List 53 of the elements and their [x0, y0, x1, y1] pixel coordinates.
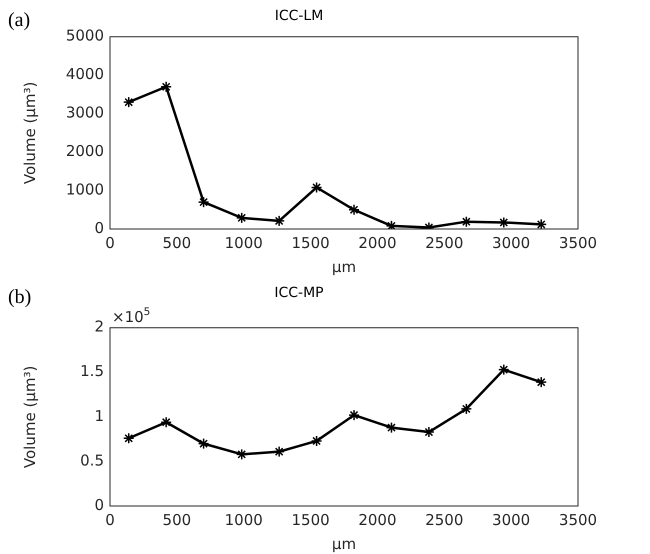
- point: [535, 376, 547, 388]
- point: [535, 218, 547, 229]
- x-tick-label: 1500: [291, 510, 330, 529]
- y-tick-label: 1: [94, 406, 104, 425]
- y-tick-label: 0.5: [80, 451, 104, 470]
- point: [273, 446, 285, 458]
- y-tick-label: 0: [94, 218, 104, 237]
- x-axis-title: μm: [332, 534, 356, 553]
- point: [160, 81, 172, 93]
- text: (b): [8, 286, 32, 308]
- y-tick-label: 3000: [66, 104, 104, 122]
- point: [348, 409, 360, 421]
- x-tick-label: 1500: [291, 234, 330, 252]
- text: (a): [8, 9, 30, 31]
- point: [498, 364, 510, 376]
- y-tick-label: 4000: [66, 65, 104, 84]
- y-tick-label: 5000: [66, 26, 104, 45]
- y-tick-label: 2000: [66, 142, 104, 160]
- y-tick-label: 1.5: [80, 362, 104, 380]
- x-axis-title: μm: [332, 258, 356, 276]
- x-tick-label: 500: [162, 510, 192, 529]
- x-tick-label: 3500: [558, 510, 598, 529]
- x-tick-label: 2500: [425, 510, 464, 529]
- point: [198, 438, 210, 450]
- x-tick-label: 3000: [492, 234, 530, 252]
- point: [236, 212, 248, 224]
- chart-title: ICC-LM: [274, 8, 324, 24]
- y-axis-title: Volume (μm³): [20, 82, 39, 184]
- point: [236, 448, 248, 460]
- point: [386, 422, 398, 434]
- x-tick-label: 1000: [224, 510, 263, 529]
- x-tick-label: 2500: [425, 234, 464, 252]
- x-tick-label: 1000: [224, 234, 263, 252]
- point: [423, 426, 435, 438]
- point: [273, 215, 285, 227]
- point: [348, 204, 360, 216]
- x-tick-label: 3500: [558, 234, 598, 252]
- x-tick-label: 3000: [492, 510, 530, 529]
- point: [198, 196, 210, 208]
- point: [460, 403, 472, 415]
- x-tick-label: 500: [162, 234, 192, 252]
- point: [160, 416, 172, 428]
- y-tick-label: 2: [94, 318, 104, 336]
- point: [310, 182, 322, 194]
- chart-title: ICC-MP: [274, 285, 324, 302]
- x-tick-label: 2000: [358, 510, 397, 529]
- point: [310, 435, 322, 447]
- point: [122, 96, 134, 108]
- y-tick-label: 0: [94, 496, 104, 514]
- y-axis-title: Volume (μm³): [20, 366, 39, 468]
- x-tick-label: 2000: [358, 234, 397, 252]
- y-tick-label: 1000: [66, 180, 104, 198]
- point: [122, 432, 134, 444]
